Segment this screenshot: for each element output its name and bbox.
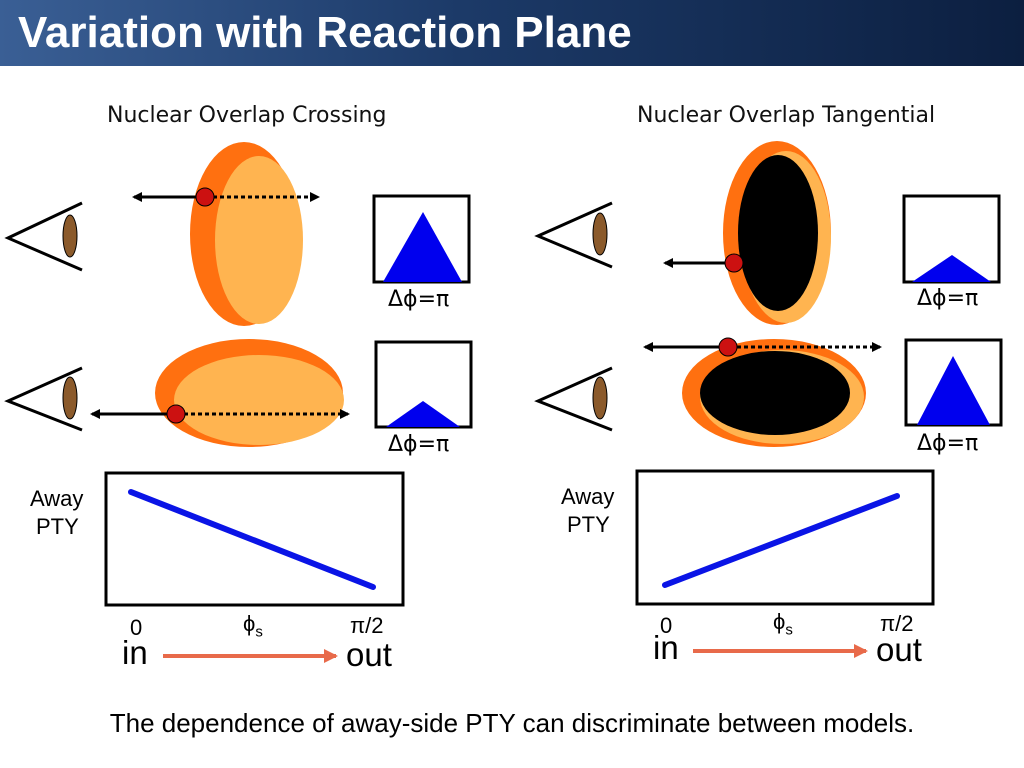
- eye-icon: [534, 366, 613, 432]
- particle-track-bottom-right: [643, 337, 882, 357]
- histogram-top-right: [902, 194, 1001, 284]
- in-label: in: [653, 629, 679, 666]
- x-axis-min-label: 0: [660, 613, 673, 638]
- away-pty-plot-left: [104, 471, 405, 607]
- footer-caption: The dependence of away-side PTY can disc…: [109, 708, 915, 738]
- horizontal-nucleus-overlap: [682, 339, 866, 447]
- x-axis-max-label: π/2: [880, 611, 914, 636]
- y-axis-label-line1: Away: [30, 486, 84, 511]
- histogram-label: Δϕ=π: [917, 431, 979, 456]
- away-pty-plot-right: [635, 469, 935, 606]
- histogram-label: Δϕ=π: [388, 432, 450, 457]
- particle-track-bottom-left: [90, 404, 350, 424]
- vertical-nucleus: [190, 142, 303, 326]
- histogram-top-left: [372, 194, 471, 284]
- x-axis-mid-label: ϕs: [773, 609, 793, 639]
- eye-icon: [4, 366, 83, 432]
- x-axis-mid-label: ϕs: [243, 611, 263, 641]
- slide-title: Variation with Reaction Plane: [18, 8, 632, 57]
- x-axis-max-label: π/2: [350, 613, 384, 638]
- right-panel-heading: Nuclear Overlap Tangential: [637, 103, 936, 128]
- histogram-bottom-left: [374, 340, 473, 429]
- out-label: out: [876, 631, 922, 668]
- y-axis-label-line1: Away: [561, 484, 615, 509]
- eye-icon: [4, 201, 83, 272]
- eye-icon: [534, 201, 613, 269]
- vertical-nucleus-overlap: [723, 141, 831, 325]
- left-panel-heading: Nuclear Overlap Crossing: [107, 103, 387, 128]
- y-axis-label-line2: PTY: [567, 512, 610, 537]
- horizontal-nucleus: [155, 339, 344, 447]
- in-label: in: [122, 634, 148, 671]
- particle-track-top-left: [132, 187, 320, 207]
- y-axis-label-line2: PTY: [36, 514, 79, 539]
- trend-line-decreasing: [128, 489, 376, 590]
- histogram-label: Δϕ=π: [388, 287, 450, 312]
- particle-track-top-right: [663, 253, 744, 273]
- histogram-label: Δϕ=π: [917, 286, 979, 311]
- histogram-bottom-right: [904, 338, 1003, 427]
- title-bar: Variation with Reaction Plane: [0, 0, 1024, 66]
- trend-line-increasing: [662, 493, 900, 588]
- out-label: out: [346, 636, 392, 673]
- x-axis-min-label: 0: [130, 615, 143, 640]
